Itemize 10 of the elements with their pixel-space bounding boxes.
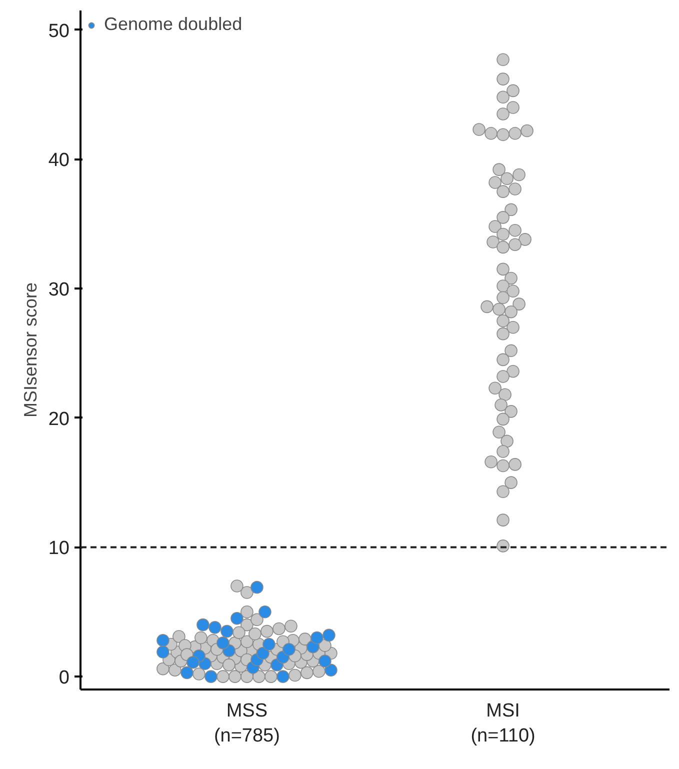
x-tick-label: MSI (n=110) [470, 700, 536, 747]
y-tick-label: 0 [58, 668, 70, 689]
y-tick-label: 20 [48, 408, 70, 430]
y-tick-label: 40 [48, 150, 70, 172]
x-tick-label: MSS (n=785) [214, 700, 280, 747]
y-tick-label: 30 [48, 280, 70, 301]
y-tick-label: 10 [48, 538, 70, 560]
y-axis-title: MSIsensor score [20, 282, 40, 418]
y-tick-label: 50 [48, 20, 70, 42]
legend-label: Genome doubled [104, 14, 242, 35]
